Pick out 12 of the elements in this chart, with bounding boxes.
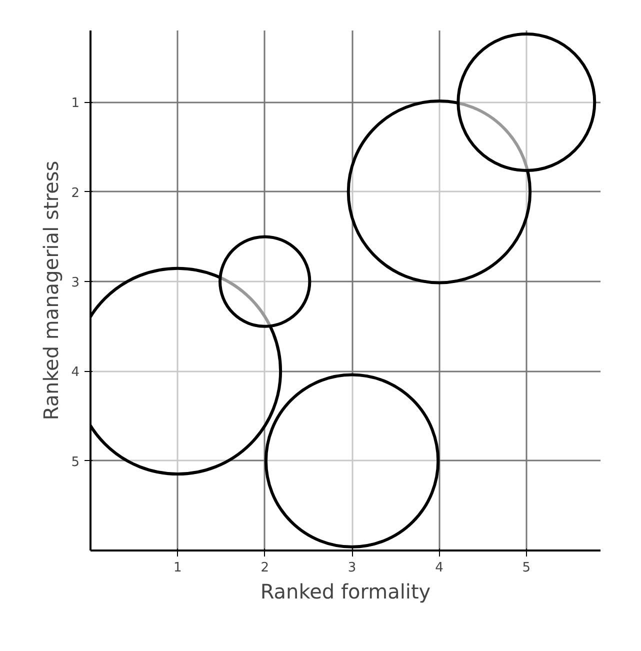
x-axis-title: Ranked formality: [260, 580, 431, 604]
x-tick-label: 4: [435, 560, 444, 576]
x-tick-label: 2: [260, 560, 270, 576]
y-tick-label: 3: [71, 276, 80, 291]
y-tick-label: 2: [71, 186, 80, 201]
x-tick-label: 3: [348, 560, 356, 576]
x-tick-label: 5: [522, 560, 531, 576]
y-tick-label: 5: [71, 454, 80, 470]
y-axis-title: Ranked managerial stress: [39, 160, 64, 420]
y-tick-label: 4: [71, 365, 80, 380]
y-tick-label: 1: [71, 96, 80, 112]
x-tick-label: 1: [174, 560, 182, 576]
